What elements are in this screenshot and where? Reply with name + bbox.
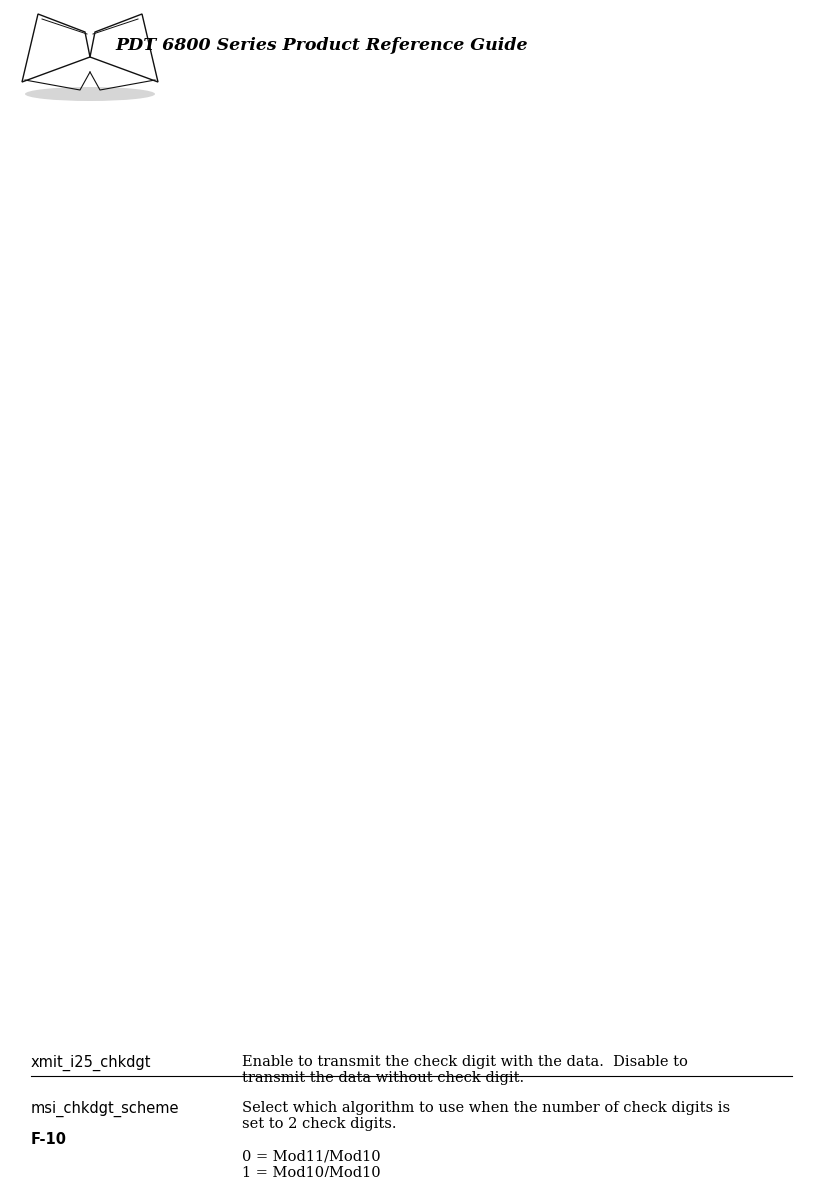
Ellipse shape [25, 87, 155, 101]
Text: Select which algorithm to use when the number of check digits is: Select which algorithm to use when the n… [242, 1100, 730, 1115]
Text: xmit_i25_chkdgt: xmit_i25_chkdgt [31, 1055, 152, 1071]
Text: F-10: F-10 [31, 1132, 67, 1148]
Text: PDT 6800 Series Product Reference Guide: PDT 6800 Series Product Reference Guide [115, 36, 528, 53]
Text: msi_chkdgt_scheme: msi_chkdgt_scheme [31, 1100, 180, 1117]
Text: Enable to transmit the check digit with the data.  Disable to: Enable to transmit the check digit with … [242, 1055, 688, 1069]
Text: 0 = Mod11/Mod10: 0 = Mod11/Mod10 [242, 1149, 381, 1163]
Text: transmit the data without check digit.: transmit the data without check digit. [242, 1071, 524, 1085]
Text: set to 2 check digits.: set to 2 check digits. [242, 1117, 397, 1131]
Text: 1 = Mod10/Mod10: 1 = Mod10/Mod10 [242, 1165, 381, 1177]
